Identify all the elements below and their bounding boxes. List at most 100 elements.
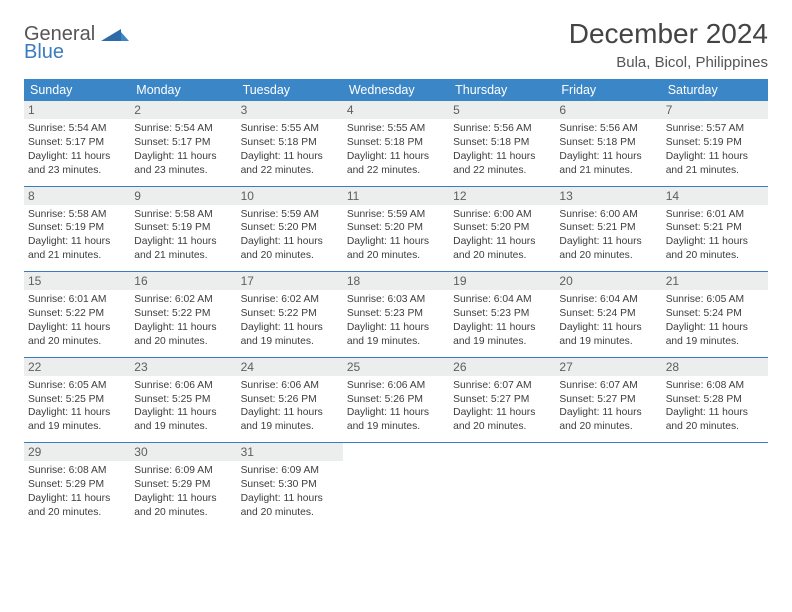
day-number: 14 [662,187,768,205]
day-number: 16 [130,272,236,290]
day-number: 5 [449,101,555,119]
day-number: 18 [343,272,449,290]
calendar-day: 5 Sunrise: 5:56 AMSunset: 5:18 PMDaylight… [449,101,555,186]
day-info: Sunrise: 6:05 AMSunset: 5:24 PMDaylight:… [666,293,764,349]
day-info: Sunrise: 6:09 AMSunset: 5:30 PMDaylight:… [241,464,339,520]
day-info: Sunrise: 6:06 AMSunset: 5:25 PMDaylight:… [134,379,232,435]
day-info: Sunrise: 6:09 AMSunset: 5:29 PMDaylight:… [134,464,232,520]
calendar-day: 26Sunrise: 6:07 AMSunset: 5:27 PMDayligh… [449,358,555,443]
calendar-day: 30 Sunrise: 6:09 AMSunset: 5:29 PMDayligh… [130,443,236,528]
header: General Blue December 2024 Bula, Bicol, … [24,18,768,71]
calendar-day: 23 Sunrise: 6:06 AMSunset: 5:25 PMDayligh… [130,358,236,443]
day-info: Sunrise: 6:02 AMSunset: 5:22 PMDaylight:… [134,293,232,349]
day-number: 23 [130,358,236,376]
logo: General Blue [24,18,129,62]
calendar-week-row: 8Sunrise: 5:58 AMSunset: 5:19 PMDaylight… [24,186,768,272]
day-info: Sunrise: 6:01 AMSunset: 5:21 PMDaylight:… [666,208,764,264]
day-info: Sunrise: 6:08 AMSunset: 5:29 PMDaylight:… [28,464,126,520]
day-info: Sunrise: 5:56 AMSunset: 5:18 PMDaylight:… [559,122,657,178]
calendar-week-row: 15 Sunrise: 6:01 AMSunset: 5:22 PMDayligh… [24,271,768,357]
calendar-day: 28 Sunrise: 6:08 AMSunset: 5:28 PMDayligh… [662,358,768,443]
day-info: Sunrise: 6:07 AMSunset: 5:27 PMDaylight:… [559,379,657,435]
day-info: Sunrise: 5:55 AMSunset: 5:18 PMDaylight:… [241,122,339,178]
day-info: Sunrise: 5:58 AMSunset: 5:19 PMDaylight:… [134,208,232,264]
day-info: Sunrise: 5:58 AMSunset: 5:19 PMDaylight:… [28,208,126,264]
day-number: 8 [24,187,130,205]
day-of-week-cell: Wednesday [343,79,449,101]
day-info: Sunrise: 6:07 AMSunset: 5:27 PMDaylight:… [453,379,551,435]
calendar-day: 2 Sunrise: 5:54 AMSunset: 5:17 PMDaylight… [130,101,236,186]
day-number: 10 [237,187,343,205]
day-info: Sunrise: 5:54 AMSunset: 5:17 PMDaylight:… [134,122,232,178]
calendar-page: General Blue December 2024 Bula, Bicol, … [0,0,792,538]
calendar-week-row: 1Sunrise: 5:54 AMSunset: 5:17 PMDaylight… [24,101,768,186]
calendar-day: 27 Sunrise: 6:07 AMSunset: 5:27 PMDayligh… [555,358,661,443]
calendar-day: 6 Sunrise: 5:56 AMSunset: 5:18 PMDaylight… [555,101,661,186]
day-info: Sunrise: 6:06 AMSunset: 5:26 PMDaylight:… [241,379,339,435]
day-info: Sunrise: 5:54 AMSunset: 5:17 PMDaylight:… [28,122,126,178]
calendar-grid: SundayMondayTuesdayWednesdayThursdayFrid… [24,79,768,528]
day-number: 15 [24,272,130,290]
title-block: December 2024 Bula, Bicol, Philippines [569,18,768,71]
day-number: 6 [555,101,661,119]
day-number: 17 [237,272,343,290]
day-number: 25 [343,358,449,376]
day-of-week-cell: Saturday [662,79,768,101]
day-number: 21 [662,272,768,290]
day-number: 30 [130,443,236,461]
day-of-week-header: SundayMondayTuesdayWednesdayThursdayFrid… [24,79,768,101]
day-info: Sunrise: 5:59 AMSunset: 5:20 PMDaylight:… [347,208,445,264]
day-number: 22 [24,358,130,376]
day-info: Sunrise: 6:00 AMSunset: 5:21 PMDaylight:… [559,208,657,264]
day-info: Sunrise: 6:01 AMSunset: 5:22 PMDaylight:… [28,293,126,349]
calendar-day: 11Sunrise: 5:59 AMSunset: 5:20 PMDayligh… [343,187,449,272]
day-info: Sunrise: 5:56 AMSunset: 5:18 PMDaylight:… [453,122,551,178]
day-number: 3 [237,101,343,119]
calendar-day-empty [343,443,449,528]
calendar-day: 10 Sunrise: 5:59 AMSunset: 5:20 PMDayligh… [237,187,343,272]
calendar-day: 22Sunrise: 6:05 AMSunset: 5:25 PMDayligh… [24,358,130,443]
day-info: Sunrise: 6:08 AMSunset: 5:28 PMDaylight:… [666,379,764,435]
calendar-day: 25 Sunrise: 6:06 AMSunset: 5:26 PMDayligh… [343,358,449,443]
calendar-day: 21 Sunrise: 6:05 AMSunset: 5:24 PMDayligh… [662,272,768,357]
page-subtitle: Bula, Bicol, Philippines [569,54,768,71]
page-title: December 2024 [569,18,768,50]
day-number: 13 [555,187,661,205]
calendar-day: 18 Sunrise: 6:03 AMSunset: 5:23 PMDayligh… [343,272,449,357]
calendar-day: 9 Sunrise: 5:58 AMSunset: 5:19 PMDaylight… [130,187,236,272]
day-info: Sunrise: 6:02 AMSunset: 5:22 PMDaylight:… [241,293,339,349]
calendar-day: 19Sunrise: 6:04 AMSunset: 5:23 PMDayligh… [449,272,555,357]
day-info: Sunrise: 6:04 AMSunset: 5:24 PMDaylight:… [559,293,657,349]
day-number: 9 [130,187,236,205]
day-number: 27 [555,358,661,376]
calendar-day: 1 Sunrise: 5:54 AMSunset: 5:17 PMDaylight… [24,101,130,186]
day-info: Sunrise: 5:55 AMSunset: 5:18 PMDaylight:… [347,122,445,178]
day-number: 19 [449,272,555,290]
logo-word-2: Blue [24,42,95,62]
calendar-day: 17 Sunrise: 6:02 AMSunset: 5:22 PMDayligh… [237,272,343,357]
weeks-container: 1Sunrise: 5:54 AMSunset: 5:17 PMDaylight… [24,101,768,528]
calendar-day: 13 Sunrise: 6:00 AMSunset: 5:21 PMDayligh… [555,187,661,272]
day-number: 31 [237,443,343,461]
day-number: 20 [555,272,661,290]
day-info: Sunrise: 6:03 AMSunset: 5:23 PMDaylight:… [347,293,445,349]
calendar-week-row: 29Sunrise: 6:08 AMSunset: 5:29 PMDayligh… [24,442,768,528]
day-number: 12 [449,187,555,205]
calendar-day: 12 Sunrise: 6:00 AMSunset: 5:20 PMDayligh… [449,187,555,272]
day-info: Sunrise: 5:57 AMSunset: 5:19 PMDaylight:… [666,122,764,178]
calendar-day: 31 Sunrise: 6:09 AMSunset: 5:30 PMDayligh… [237,443,343,528]
day-number: 28 [662,358,768,376]
calendar-day-empty [449,443,555,528]
day-of-week-cell: Friday [555,79,661,101]
day-number: 2 [130,101,236,119]
calendar-day-empty [662,443,768,528]
day-info: Sunrise: 6:00 AMSunset: 5:20 PMDaylight:… [453,208,551,264]
calendar-day: 3 Sunrise: 5:55 AMSunset: 5:18 PMDaylight… [237,101,343,186]
day-info: Sunrise: 5:59 AMSunset: 5:20 PMDaylight:… [241,208,339,264]
day-number: 1 [24,101,130,119]
day-of-week-cell: Sunday [24,79,130,101]
calendar-day: 7Sunrise: 5:57 AMSunset: 5:19 PMDaylight… [662,101,768,186]
day-info: Sunrise: 6:06 AMSunset: 5:26 PMDaylight:… [347,379,445,435]
day-of-week-cell: Thursday [449,79,555,101]
calendar-day: 29Sunrise: 6:08 AMSunset: 5:29 PMDayligh… [24,443,130,528]
